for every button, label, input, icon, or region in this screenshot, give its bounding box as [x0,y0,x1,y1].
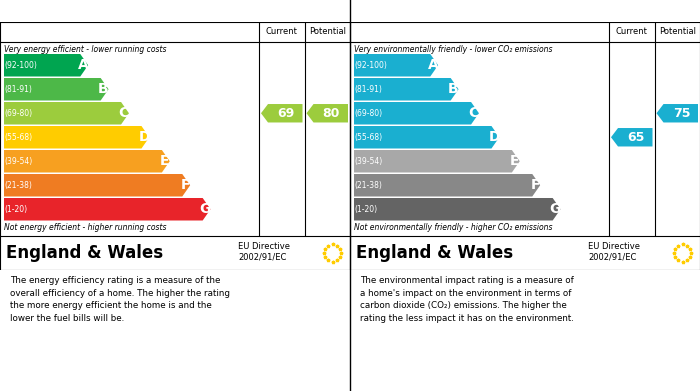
Text: (21-38): (21-38) [4,181,32,190]
Text: (92-100): (92-100) [4,61,37,70]
Polygon shape [307,104,348,122]
Text: A: A [428,58,438,72]
Polygon shape [354,78,458,100]
Polygon shape [657,104,698,122]
Text: (1-20): (1-20) [354,205,377,214]
Text: Very energy efficient - lower running costs: Very energy efficient - lower running co… [4,45,167,54]
Text: The environmental impact rating is a measure of
a home's impact on the environme: The environmental impact rating is a mea… [360,276,575,323]
Text: 69: 69 [277,107,295,120]
Text: (55-68): (55-68) [354,133,382,142]
Text: Very environmentally friendly - lower CO₂ emissions: Very environmentally friendly - lower CO… [354,45,552,54]
Text: Potential: Potential [309,27,346,36]
Text: E: E [510,154,519,168]
Polygon shape [354,102,479,124]
Text: The energy efficiency rating is a measure of the
overall efficiency of a home. T: The energy efficiency rating is a measur… [10,276,230,323]
Text: Not environmentally friendly - higher CO₂ emissions: Not environmentally friendly - higher CO… [354,224,552,233]
Polygon shape [4,198,211,221]
Text: (69-80): (69-80) [4,109,32,118]
Text: C: C [469,106,479,120]
Text: (21-38): (21-38) [354,181,382,190]
Polygon shape [354,126,499,149]
Text: England & Wales: England & Wales [6,244,163,262]
Polygon shape [354,150,519,172]
Text: 75: 75 [673,107,690,120]
Text: (55-68): (55-68) [4,133,32,142]
Polygon shape [611,128,652,147]
Polygon shape [4,126,149,149]
Text: Not energy efficient - higher running costs: Not energy efficient - higher running co… [4,224,167,233]
Text: E: E [160,154,169,168]
Text: (39-54): (39-54) [354,157,382,166]
Text: England & Wales: England & Wales [356,244,513,262]
Polygon shape [4,174,190,197]
Text: EU Directive
2002/91/EC: EU Directive 2002/91/EC [238,242,290,262]
Text: 80: 80 [323,107,340,120]
Polygon shape [4,54,88,77]
Text: Current: Current [266,27,298,36]
Polygon shape [4,102,129,124]
Text: G: G [199,202,211,216]
Text: EU Directive
2002/91/EC: EU Directive 2002/91/EC [588,242,640,262]
Text: F: F [531,178,540,192]
Text: Current: Current [616,27,648,36]
Polygon shape [4,78,108,100]
Text: (69-80): (69-80) [354,109,382,118]
Text: Energy Efficiency Rating: Energy Efficiency Rating [7,5,169,18]
Text: Environmental Impact (CO₂) Rating: Environmental Impact (CO₂) Rating [357,5,589,18]
Polygon shape [261,104,302,122]
Text: D: D [139,130,150,144]
Polygon shape [354,174,540,197]
Text: B: B [98,82,108,96]
Text: D: D [489,130,500,144]
Text: 65: 65 [627,131,645,144]
Polygon shape [354,198,561,221]
Text: F: F [181,178,190,192]
Text: G: G [550,202,561,216]
Text: (1-20): (1-20) [4,205,27,214]
Text: (81-91): (81-91) [4,85,32,94]
Text: A: A [78,58,88,72]
Text: Potential: Potential [659,27,696,36]
Polygon shape [354,54,438,77]
Polygon shape [4,150,169,172]
Text: B: B [448,82,458,96]
Text: (81-91): (81-91) [354,85,382,94]
Text: (92-100): (92-100) [354,61,387,70]
Text: (39-54): (39-54) [4,157,32,166]
Text: C: C [119,106,129,120]
